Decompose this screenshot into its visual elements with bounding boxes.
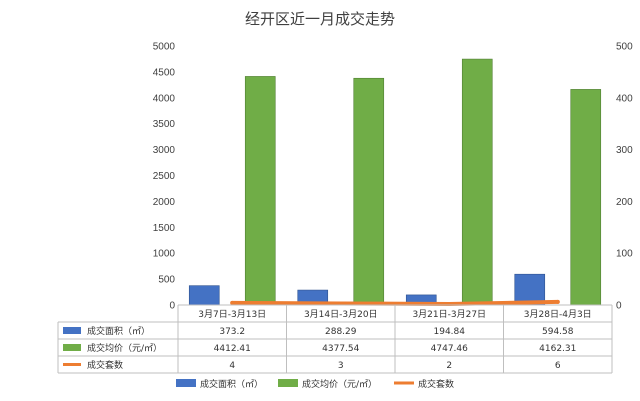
x-tick-label: 3月14日-3月20日 — [304, 309, 378, 320]
series-line — [230, 299, 560, 306]
table-cell: 373.2 — [219, 327, 245, 337]
table-cell: 288.29 — [325, 327, 357, 337]
table-cell: 594.58 — [542, 327, 574, 337]
table-series-name: 成交套数 — [87, 359, 123, 371]
y-left-tick-label: 2500 — [153, 171, 176, 182]
y-left-tick-label: 2000 — [153, 197, 176, 208]
y-left-tick-label: 4000 — [153, 93, 176, 104]
legend-key — [176, 379, 196, 387]
table-series-name: 成交面积（㎡） — [87, 325, 150, 337]
chart-title: 经开区近一月成交走势 — [245, 10, 395, 28]
y-left-tick-label: 3500 — [153, 119, 176, 130]
y-right-tick-label: 100 — [616, 249, 633, 260]
table-cell: 4747.46 — [431, 344, 468, 354]
y-right-tick-label: 300 — [616, 145, 633, 156]
y-left-tick-label: 3000 — [153, 145, 176, 156]
y-right-tick-label: 200 — [616, 197, 633, 208]
legend-label: 成交面积（㎡） — [200, 378, 263, 390]
line-point — [338, 301, 343, 306]
y-left-tick-label: 1500 — [153, 223, 176, 234]
y-left-tick-label: 0 — [169, 301, 175, 312]
table-legend-key — [63, 344, 81, 351]
x-tick-label: 3月28日-4月3日 — [524, 309, 592, 320]
bar — [514, 273, 546, 306]
y-right-tick-label: 500 — [616, 42, 633, 53]
bar — [188, 285, 220, 306]
table-cell: 6 — [555, 361, 561, 371]
y-left-tick-label: 500 — [158, 275, 175, 286]
table-series-name: 成交均价（元/㎡） — [87, 342, 162, 354]
y-right-tick-label: 0 — [616, 301, 622, 312]
y-right-tick-label: 400 — [616, 93, 633, 104]
table-cell: 4377.54 — [322, 344, 359, 354]
table-cell: 2 — [446, 361, 452, 371]
line-point — [555, 299, 560, 304]
bar — [570, 89, 602, 306]
bar — [244, 76, 276, 306]
y-left-tick-label: 5000 — [153, 42, 176, 53]
y-left-tick-label: 4500 — [153, 67, 176, 78]
legend-label: 成交套数 — [418, 378, 454, 390]
x-tick-label: 3月21日-3月27日 — [412, 309, 486, 320]
bar — [353, 77, 385, 306]
table-cell: 194.84 — [434, 327, 466, 337]
legend-key — [278, 379, 298, 387]
y-left-tick-label: 1000 — [153, 249, 176, 260]
x-tick-label: 3月7日-3月13日 — [198, 309, 266, 320]
table-legend-key — [63, 327, 81, 334]
bar — [461, 58, 493, 306]
line-point — [230, 300, 235, 305]
legend-label: 成交均价（元/㎡） — [302, 378, 377, 390]
table-cell: 4162.31 — [539, 344, 576, 354]
table-cell: 3 — [338, 361, 344, 371]
table-cell: 4 — [229, 361, 235, 371]
table-cell: 4412.41 — [214, 344, 251, 354]
